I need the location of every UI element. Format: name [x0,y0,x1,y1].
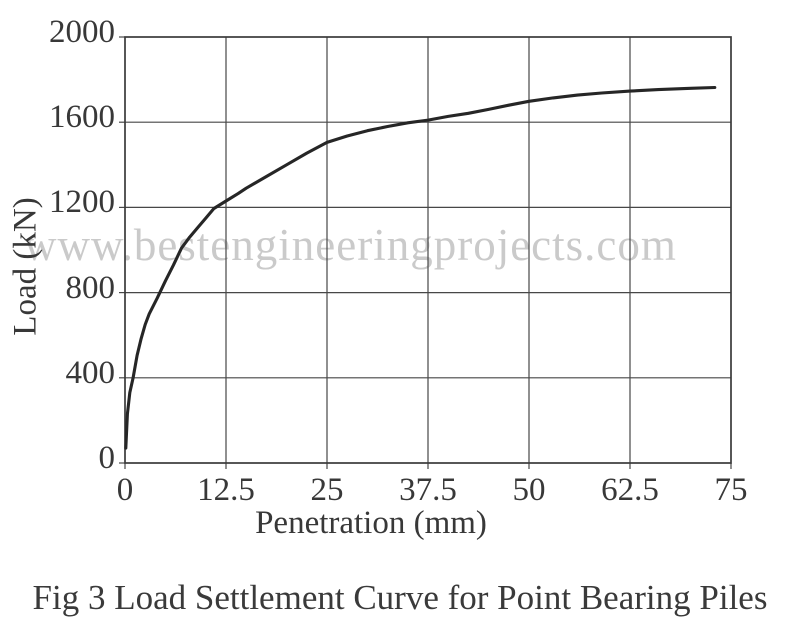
x-tick-label: 75 [714,472,748,508]
x-tick-label: 0 [116,472,134,508]
x-tick-label: 12.5 [197,472,255,508]
y-tick-label: 1600 [49,99,115,136]
x-axis-title: Penetration (mm) [255,505,487,541]
load-settlement-curve [124,85,717,450]
y-tick-label: 800 [65,269,116,306]
y-tick-label: 0 [98,440,116,476]
x-tick-label: 50 [512,472,546,508]
plot-border [124,36,732,464]
y-tick-label: 1200 [49,184,115,221]
x-tick-label: 37.5 [399,472,457,508]
x-tick-label: 25 [310,472,344,508]
watermark-text: www.bestengineeringprojects.com [24,220,677,270]
x-tick-label: 62.5 [601,472,659,508]
y-tick-label: 400 [65,354,116,391]
figure-caption: Fig 3 Load Settlement Curve for Point Be… [32,578,768,617]
y-axis-title: Load (kN) [7,197,44,336]
y-tick-label: 2000 [49,14,115,50]
